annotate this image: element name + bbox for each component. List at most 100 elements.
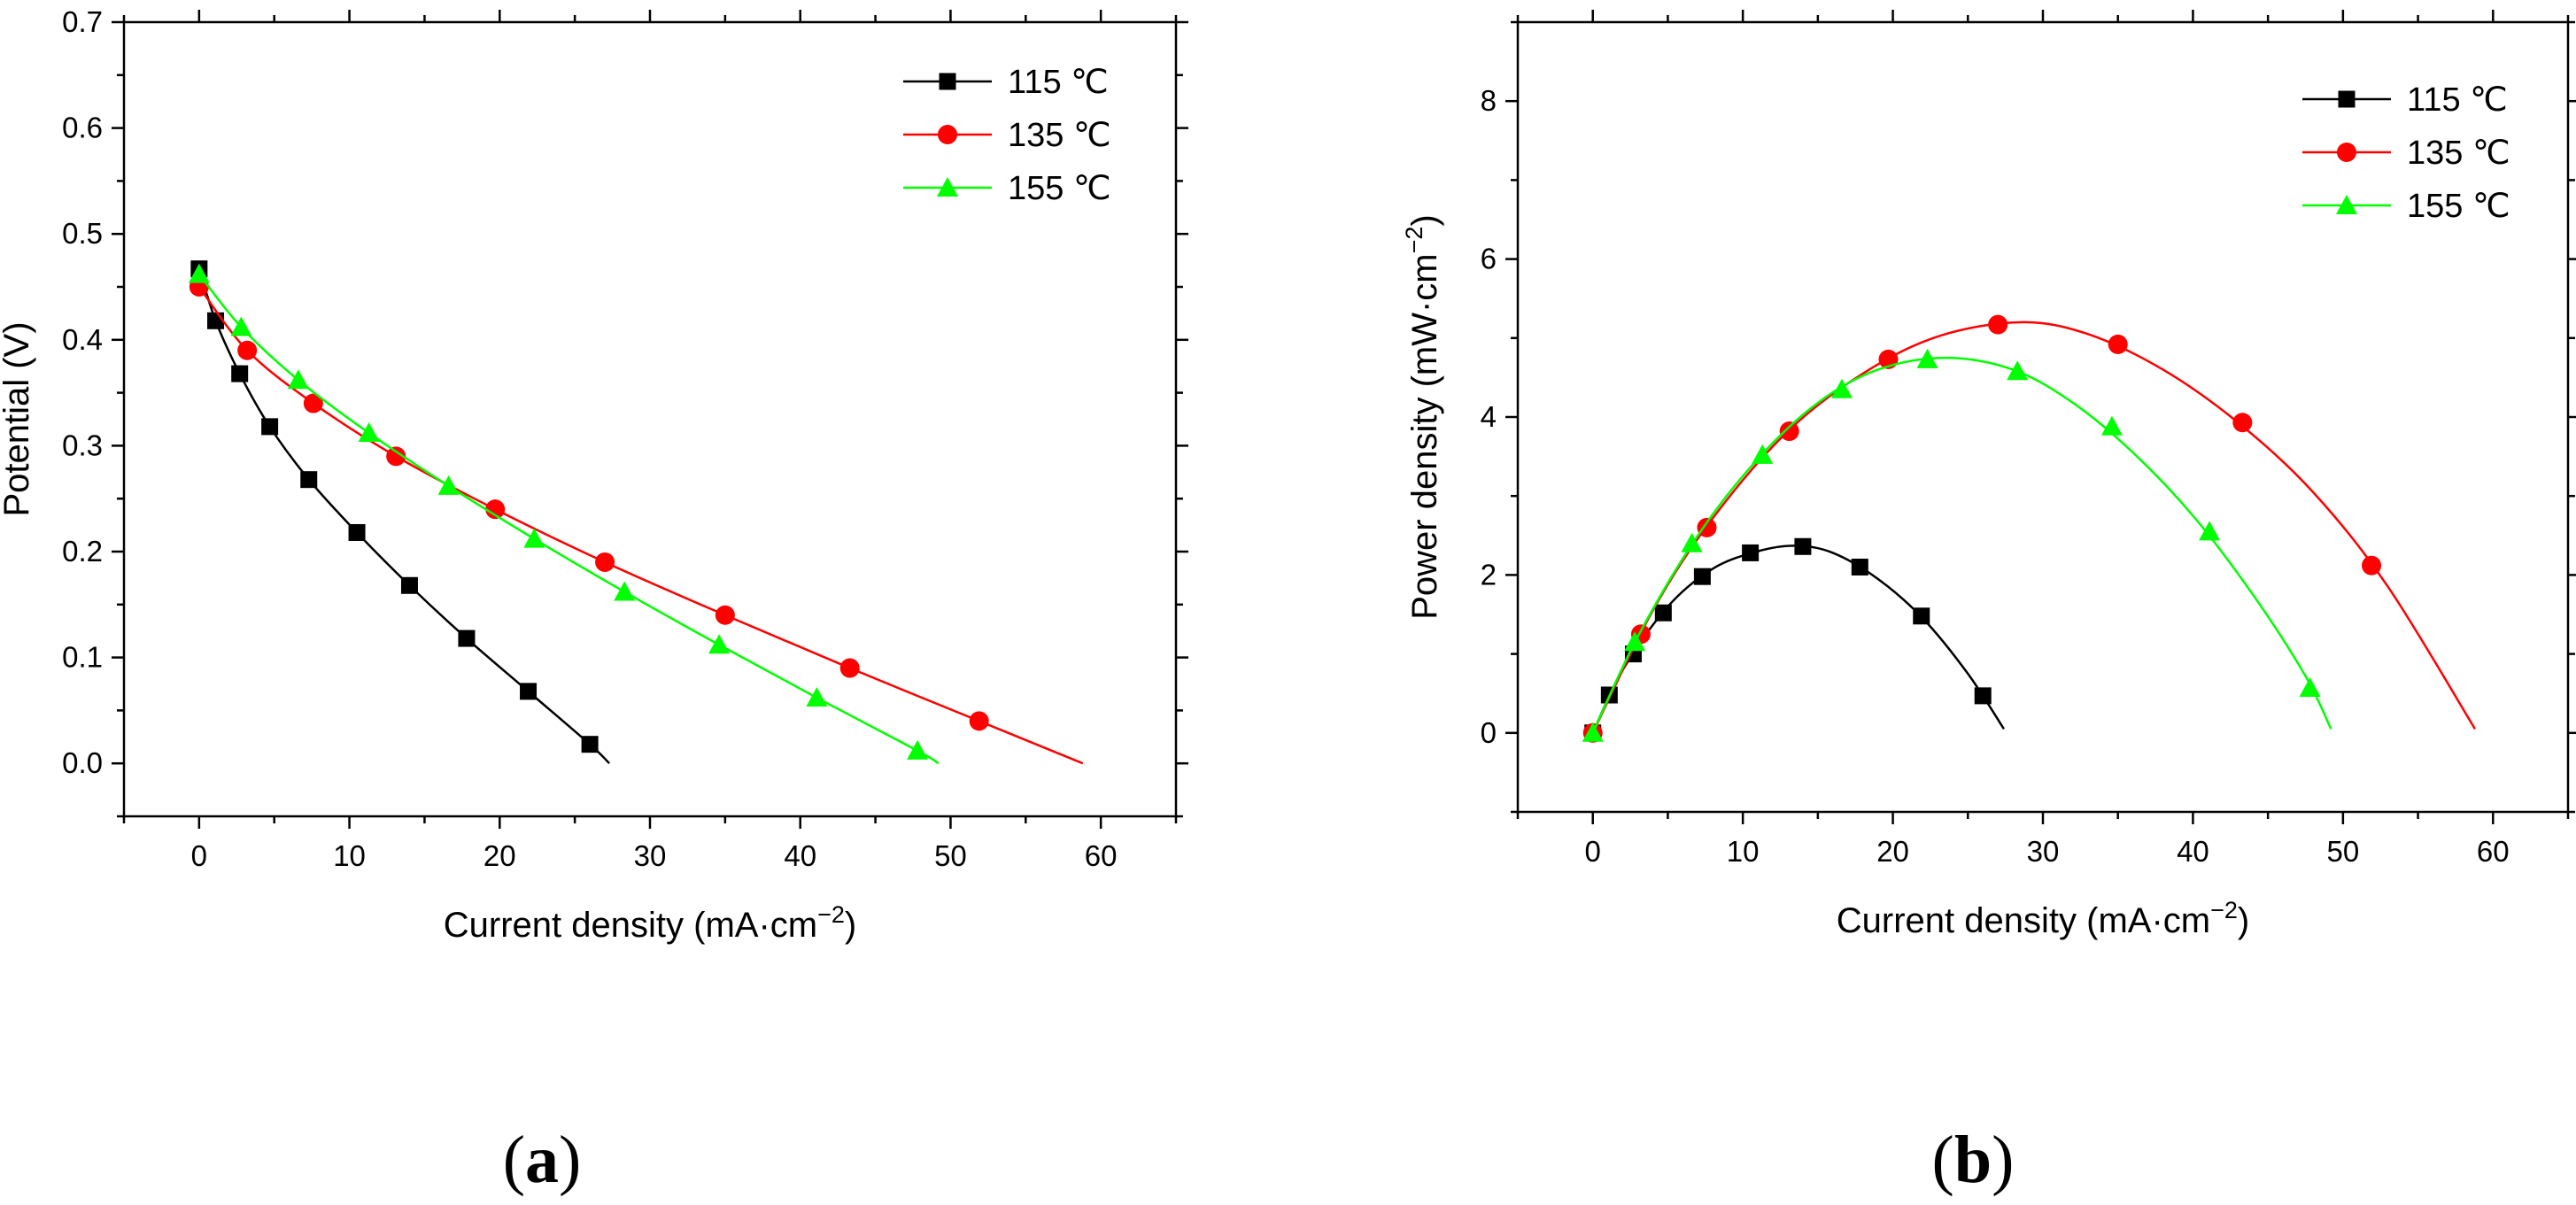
data-point-square-3 <box>261 418 279 436</box>
data-point-circle-5 <box>1988 314 2008 335</box>
data-point-square-7 <box>1851 558 1868 575</box>
series-line-2 <box>197 273 940 765</box>
data-point-circle-7 <box>2232 413 2253 433</box>
x-tick-label: 50 <box>2326 835 2359 868</box>
x-tick-label: 40 <box>2177 835 2209 868</box>
data-point-triangle-9 <box>907 739 929 760</box>
legend-label: 155 ℃ <box>2407 188 2510 225</box>
y-tick-label: 4 <box>1481 400 1497 433</box>
data-point-triangle-0 <box>1582 722 1604 742</box>
x-tick-label: 20 <box>1876 835 1909 868</box>
y-tick-label: 0.1 <box>62 641 103 674</box>
data-point-circle-1 <box>237 340 258 360</box>
x-tick-label: 0 <box>191 839 207 872</box>
data-point-circle-4 <box>485 499 506 520</box>
data-point-triangle-7 <box>708 634 731 654</box>
data-point-triangle-4 <box>437 475 460 495</box>
x-tick-label: 30 <box>634 839 667 872</box>
data-point-circle-7 <box>839 658 860 678</box>
data-point-triangle-9 <box>2299 676 2321 697</box>
y-tick-label: 2 <box>1481 558 1497 591</box>
legend-label: 135 ℃ <box>1008 117 1111 154</box>
y-axis-label: Power density (mW·cm−2) <box>1401 214 1444 620</box>
data-point-circle-3 <box>1779 421 1799 442</box>
data-point-circle-legend-1 <box>938 125 957 144</box>
y-axis-label: Potential (V) <box>0 321 36 516</box>
data-point-square-4 <box>1693 568 1711 585</box>
x-tick-label: 40 <box>784 839 816 872</box>
panel-a-label: (a) <box>503 1123 582 1197</box>
data-point-triangle-2 <box>1681 532 1703 552</box>
panel-b-chart: 0 10 20 30 40 50 60 0 2 4 6 8 Current density (mA·cm… <box>1401 10 2576 940</box>
panel-b-label: (b) <box>1932 1123 2015 1197</box>
panel-a-chart: 0 10 20 30 40 50 60 0.0 0.1 0.2 0.3 0.4 0.5 0.6 0.7 Cur… <box>0 5 1188 945</box>
legend-label: 135 ℃ <box>2407 135 2510 172</box>
x-tick-label: 30 <box>2027 835 2060 868</box>
series-line-1 <box>1591 321 2477 734</box>
data-point-triangle-4 <box>1830 378 1853 398</box>
data-point-square-legend-0 <box>939 73 956 90</box>
data-point-circle-8 <box>2362 555 2382 575</box>
legend: 115 ℃ 135 ℃ 155 ℃ <box>2302 81 2510 225</box>
x-axis-label: Current density (mA·cm−2) <box>1837 897 2249 940</box>
data-point-square-6 <box>400 576 418 594</box>
series-0 <box>190 260 611 765</box>
y-tick-label: 0.2 <box>62 535 103 568</box>
data-point-square-9 <box>1974 687 1992 705</box>
data-point-circle-5 <box>595 552 615 572</box>
series-line-0 <box>197 268 611 765</box>
data-point-square-8 <box>520 683 538 700</box>
legend: 115 ℃ 135 ℃ 155 ℃ <box>903 64 1111 207</box>
data-point-square-4 <box>300 471 318 489</box>
x-tick-label: 10 <box>333 839 366 872</box>
data-point-triangle-8 <box>2199 521 2221 541</box>
data-point-square-9 <box>581 736 599 753</box>
data-point-triangle-7 <box>2100 415 2123 436</box>
data-point-triangle-legend-2 <box>2336 195 2357 214</box>
data-point-triangle-5 <box>523 528 545 548</box>
data-point-triangle-6 <box>2007 360 2029 381</box>
series-1 <box>1582 314 2477 743</box>
data-point-square-1 <box>207 312 225 329</box>
data-point-triangle-6 <box>614 581 636 601</box>
series-line-1 <box>197 286 1084 765</box>
x-tick-label: 0 <box>1585 835 1601 868</box>
data-point-square-5 <box>1742 544 1760 561</box>
y-tick-label: 0.3 <box>62 429 103 461</box>
data-point-triangle-8 <box>806 687 828 707</box>
series-line-0 <box>1591 545 2005 734</box>
data-point-circle-legend-1 <box>2337 143 2356 162</box>
data-point-square-5 <box>348 523 366 541</box>
data-point-square-7 <box>458 630 476 647</box>
data-point-triangle-2 <box>287 369 309 390</box>
x-tick-label: 50 <box>934 839 967 872</box>
series-2 <box>188 263 940 765</box>
data-point-square-3 <box>1654 604 1672 622</box>
y-tick-label: 0.5 <box>62 217 103 250</box>
data-point-circle-2 <box>1697 517 1717 537</box>
data-point-triangle-0 <box>188 263 210 283</box>
y-tick-label: 0.6 <box>62 112 103 144</box>
data-point-triangle-3 <box>358 422 380 443</box>
data-point-circle-3 <box>386 446 406 467</box>
y-tick-label: 0 <box>1481 716 1497 749</box>
data-point-circle-6 <box>715 605 735 625</box>
series-2 <box>1582 348 2332 742</box>
y-tick-label: 6 <box>1481 243 1497 275</box>
x-tick-label: 10 <box>1727 835 1760 868</box>
legend-label: 155 ℃ <box>1008 170 1111 207</box>
x-tick-label: 60 <box>1085 839 1118 872</box>
data-point-circle-6 <box>2108 334 2128 354</box>
data-point-triangle-1 <box>230 316 252 336</box>
y-tick-label: 0.0 <box>62 746 103 779</box>
y-tick-label: 0.7 <box>62 5 103 38</box>
data-point-triangle-3 <box>1752 444 1774 464</box>
data-point-circle-8 <box>969 711 989 731</box>
series-1 <box>189 277 1084 765</box>
y-tick-label: 8 <box>1481 84 1497 117</box>
x-tick-label: 60 <box>2477 835 2510 868</box>
data-point-triangle-legend-2 <box>937 177 958 197</box>
legend-label: 115 ℃ <box>1008 64 1109 101</box>
data-point-triangle-5 <box>1916 348 1938 368</box>
